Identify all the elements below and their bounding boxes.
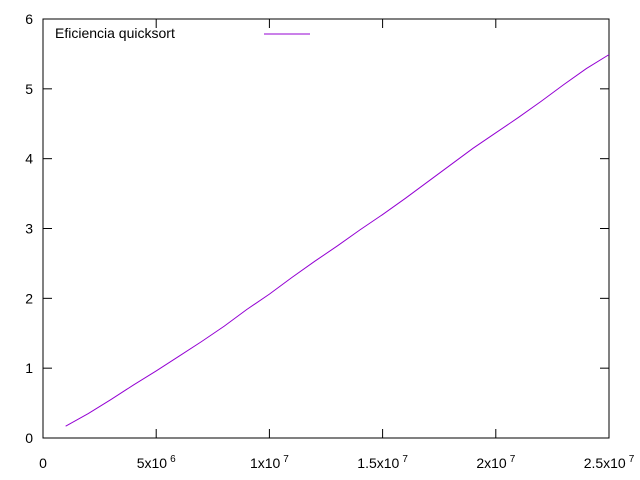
x-tick-label: 1x10 7 (250, 454, 289, 471)
legend-label: Eficiencia quicksort (55, 25, 175, 41)
x-tick-exponent: 7 (629, 454, 635, 465)
x-tick-exponent: 7 (283, 454, 289, 465)
x-tick-mantissa: 2x10 (476, 455, 507, 471)
y-tick-label: 4 (25, 151, 33, 167)
x-tick-exponent: 7 (402, 454, 408, 465)
x-tick-exponent: 6 (170, 454, 176, 465)
y-tick-label: 3 (25, 221, 33, 237)
x-tick-mantissa: 5x10 (137, 455, 168, 471)
x-tick-label: 5x10 6 (137, 454, 176, 471)
y-tick-label: 1 (25, 360, 33, 376)
y-tick-label: 0 (25, 430, 33, 446)
x-tick-exponent: 7 (510, 454, 516, 465)
y-tick-label: 5 (25, 81, 33, 97)
series-line (65, 54, 610, 427)
axis-ticks (42, 18, 610, 439)
legend: Eficiencia quicksort (55, 25, 310, 41)
plot-border (42, 18, 610, 439)
x-tick-mantissa: 1.5x10 (357, 455, 399, 471)
y-tick-label: 2 (25, 290, 33, 306)
x-tick-label: 2x10 7 (476, 454, 515, 471)
x-tick-label: 0 (39, 455, 47, 471)
x-tick-mantissa: 2.5x10 (584, 455, 626, 471)
series-layer (65, 54, 610, 427)
x-tick-label: 2.5x10 7 (584, 454, 635, 471)
x-tick-mantissa: 1x10 (250, 455, 281, 471)
x-tick-label: 1.5x10 7 (357, 454, 408, 471)
x-tick-mantissa: 0 (39, 455, 47, 471)
y-tick-label: 6 (25, 11, 33, 27)
